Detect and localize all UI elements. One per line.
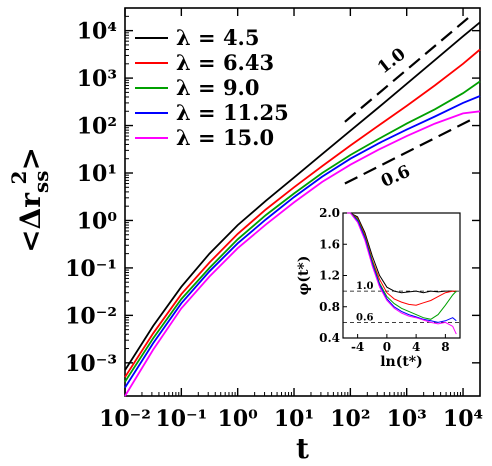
x-tick-label: 10³	[387, 406, 427, 432]
series-line-4	[124, 95, 481, 389]
inset-x-tick-label: 0	[383, 340, 391, 354]
inset-series-line-1	[343, 212, 457, 294]
y-tick-label: 10²	[77, 114, 117, 140]
inset-x-axis-label: ln(t*)	[380, 354, 423, 370]
legend-label-2: λ = 6.43	[176, 50, 274, 75]
y-tick-label: 10⁻²	[65, 303, 117, 329]
y-tick-label: 10⁴	[77, 19, 117, 45]
slope-label-0.6: 0.6	[378, 162, 413, 192]
legend-label-4: λ = 11.25	[176, 100, 289, 125]
y-tick-label: 10³	[77, 66, 117, 92]
inset-y-tick-label: 0.8	[319, 300, 340, 314]
y-tick-label: 10¹	[77, 161, 117, 187]
slope-guide-0.6	[344, 117, 474, 185]
y-axis-label: <Δrss2>	[7, 147, 53, 253]
series-line-3	[124, 80, 481, 383]
plot-frame	[124, 7, 481, 397]
y-tick-label: 10⁰	[77, 208, 118, 234]
y-tick-label: 10⁻¹	[65, 256, 117, 282]
inset-plot: 1.0 0.6 -4 0 4 8 0.4 0.8 1.2 1.6 2.0 ln(t*) φ(t*)	[296, 206, 461, 370]
inset-series-line-3	[343, 212, 457, 320]
legend-label-5: λ = 15.0	[176, 125, 274, 150]
inset-y-axis-label: φ(t*)	[296, 256, 312, 296]
y-tick-label: 10⁻³	[65, 351, 117, 377]
inset-x-tick-label: 8	[441, 340, 449, 354]
inset-series-line-4	[343, 212, 457, 323]
inset-y-tick-label: 1.2	[319, 269, 340, 283]
inset-y-tick-label: 0.4	[319, 331, 340, 345]
x-axis-label: t	[296, 432, 309, 465]
inset-series-line-5	[343, 212, 457, 335]
legend-label-1: λ = 4.5	[176, 25, 259, 50]
x-tick-label: 10⁴	[443, 406, 483, 432]
x-tick-label: 10⁻¹	[155, 406, 207, 432]
inset-x-tick-label: 4	[412, 340, 420, 354]
x-tick-label: 10¹	[274, 406, 314, 432]
x-tick-label: 10⁻²	[99, 406, 151, 432]
series-line-1	[124, 21, 481, 371]
main-plot: 10⁻² 10⁻¹ 10⁰ 10¹ 10² 10³ 10⁴10⁻³10⁻²10⁻¹10⁰10…	[7, 7, 483, 465]
inset-reference-label: 1.0	[356, 281, 373, 292]
slope-guide-1.0	[344, 13, 474, 123]
series-line-5	[124, 110, 481, 397]
inset-reference-label: 0.6	[356, 312, 373, 323]
x-tick-label: 10²	[330, 406, 370, 432]
inset-x-tick-label: -4	[351, 340, 364, 354]
legend-label-3: λ = 9.0	[176, 75, 259, 100]
legend: λ = 4.5λ = 6.43λ = 9.0λ = 11.25λ = 15.0	[135, 25, 289, 150]
x-tick-label: 10⁰	[218, 406, 259, 432]
inset-y-tick-label: 1.6	[319, 237, 340, 251]
inset-y-tick-label: 2.0	[319, 206, 340, 220]
series-line-2	[124, 48, 481, 378]
